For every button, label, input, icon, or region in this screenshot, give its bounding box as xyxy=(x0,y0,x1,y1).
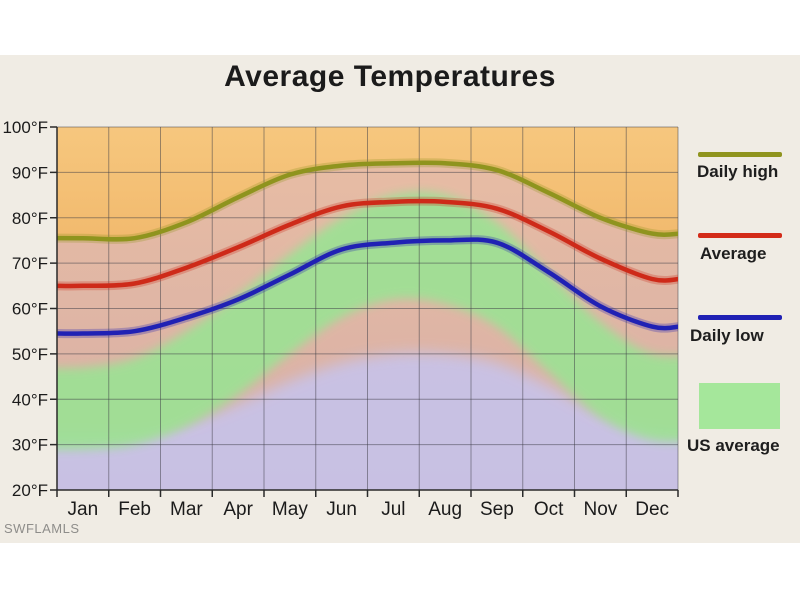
axis-labels: 100°F 90°F 80°F 70°F 60°F 50°F 40°F 30°F 20°F Jan… xyxy=(2,118,669,520)
y-axis-tick-label: 20°F xyxy=(12,481,48,500)
chart-title: Average Temperatures xyxy=(224,60,556,93)
x-axis-month-label: Jul xyxy=(381,499,405,520)
x-axis-month-label: Jan xyxy=(68,499,99,520)
daily-high-line xyxy=(57,160,678,242)
x-axis-month-label: Sep xyxy=(480,499,514,520)
legend-swatch-average xyxy=(698,233,782,238)
watermark: SWFLAMLS xyxy=(4,521,80,536)
x-axis-month-label: Mar xyxy=(170,499,203,520)
legend-label-us-average: US average xyxy=(687,436,780,455)
legend-swatch-daily-low xyxy=(698,315,782,320)
x-axis-month-label: Feb xyxy=(118,499,151,520)
y-axis-tick-label: 70°F xyxy=(12,254,48,273)
x-axis-month-label: Oct xyxy=(534,499,564,520)
axes xyxy=(50,126,679,497)
legend-swatch-daily-high xyxy=(698,152,782,157)
y-axis-tick-label: 90°F xyxy=(12,163,48,182)
x-axis-month-label: Apr xyxy=(223,499,253,520)
legend-swatch-us-average xyxy=(699,383,780,429)
legend-label-daily-high: Daily high xyxy=(697,162,779,181)
x-axis-month-label: Nov xyxy=(583,499,617,520)
temperature-lines xyxy=(57,158,678,339)
x-axis-month-label: Jun xyxy=(326,499,357,520)
y-axis-tick-label: 50°F xyxy=(12,345,48,364)
y-axis-tick-label: 60°F xyxy=(12,300,48,319)
average-line xyxy=(57,198,678,289)
y-axis-tick-label: 80°F xyxy=(12,209,48,228)
daily-low-line xyxy=(57,237,678,336)
temperature-chart: 100°F 90°F 80°F 70°F 60°F 50°F 40°F 30°F 20°F Jan… xyxy=(2,118,679,520)
y-axis-tick-label: 40°F xyxy=(12,390,48,409)
y-axis-tick-label: 100°F xyxy=(2,118,48,137)
x-axis-month-label: Aug xyxy=(428,499,462,520)
y-axis-tick-label: 30°F xyxy=(12,436,48,455)
x-axis-month-label: Dec xyxy=(635,499,669,520)
x-axis-month-label: May xyxy=(272,499,308,520)
legend-label-daily-low: Daily low xyxy=(690,326,764,345)
legend-label-average: Average xyxy=(700,244,767,263)
